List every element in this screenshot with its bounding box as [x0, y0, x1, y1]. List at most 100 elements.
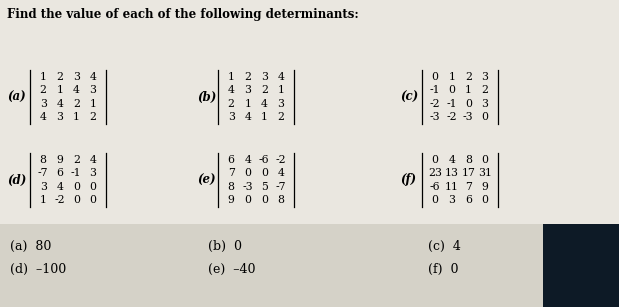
- Text: 1: 1: [40, 195, 47, 205]
- Text: 0: 0: [431, 155, 439, 165]
- Text: 7: 7: [465, 182, 472, 192]
- Text: 1: 1: [56, 85, 63, 95]
- Text: 4: 4: [89, 72, 96, 82]
- Text: -3: -3: [463, 112, 474, 122]
- Text: 0: 0: [431, 72, 439, 82]
- Text: 0: 0: [89, 182, 96, 192]
- Text: 4: 4: [228, 85, 235, 95]
- Text: 4: 4: [448, 155, 455, 165]
- Text: -7: -7: [275, 182, 286, 192]
- Text: (c)  4: (c) 4: [428, 239, 461, 252]
- Text: -1: -1: [71, 168, 82, 178]
- Text: 0: 0: [245, 195, 251, 205]
- Text: 17: 17: [461, 168, 475, 178]
- Text: 3: 3: [277, 99, 284, 109]
- Text: 4: 4: [73, 85, 80, 95]
- Text: 8: 8: [277, 195, 284, 205]
- Text: 1: 1: [465, 85, 472, 95]
- Text: 4: 4: [277, 72, 284, 82]
- Text: -2: -2: [54, 195, 65, 205]
- Text: -6: -6: [259, 155, 269, 165]
- Text: 1: 1: [261, 112, 268, 122]
- FancyBboxPatch shape: [0, 224, 619, 307]
- Text: 4: 4: [56, 182, 63, 192]
- Text: (f)  0: (f) 0: [428, 262, 459, 275]
- Text: -1: -1: [446, 99, 457, 109]
- Text: 2: 2: [481, 85, 488, 95]
- Text: 3: 3: [73, 72, 80, 82]
- Text: 13: 13: [444, 168, 459, 178]
- Text: -2: -2: [430, 99, 441, 109]
- Text: 8: 8: [465, 155, 472, 165]
- Text: 1: 1: [73, 112, 80, 122]
- Text: 6: 6: [465, 195, 472, 205]
- Text: 0: 0: [481, 112, 488, 122]
- Text: 8: 8: [40, 155, 47, 165]
- Text: 1: 1: [228, 72, 235, 82]
- Text: (e): (e): [197, 173, 215, 186]
- Text: 1: 1: [40, 72, 47, 82]
- Text: -2: -2: [275, 155, 286, 165]
- Text: 4: 4: [261, 99, 267, 109]
- Text: (d): (d): [7, 173, 26, 186]
- Text: 9: 9: [482, 182, 488, 192]
- Text: 9: 9: [228, 195, 235, 205]
- Text: 2: 2: [465, 72, 472, 82]
- Text: -3: -3: [430, 112, 441, 122]
- Text: 3: 3: [89, 85, 96, 95]
- Text: (d)  –100: (d) –100: [10, 262, 66, 275]
- Text: 0: 0: [481, 195, 488, 205]
- Text: -7: -7: [38, 168, 48, 178]
- Text: 6: 6: [228, 155, 235, 165]
- Text: 8: 8: [228, 182, 235, 192]
- Text: 0: 0: [261, 168, 268, 178]
- Text: 4: 4: [40, 112, 46, 122]
- Text: 3: 3: [228, 112, 235, 122]
- Text: 3: 3: [56, 112, 63, 122]
- Text: 7: 7: [228, 168, 235, 178]
- Text: 2: 2: [228, 99, 235, 109]
- Text: 0: 0: [431, 195, 439, 205]
- Text: 4: 4: [56, 99, 63, 109]
- Text: 31: 31: [478, 168, 491, 178]
- Text: 3: 3: [89, 168, 96, 178]
- Text: 3: 3: [40, 99, 47, 109]
- Text: 4: 4: [245, 112, 251, 122]
- Text: (f): (f): [400, 173, 416, 186]
- Text: 3: 3: [40, 182, 47, 192]
- Text: 4: 4: [89, 155, 96, 165]
- Text: 3: 3: [245, 85, 251, 95]
- Text: 1: 1: [245, 99, 251, 109]
- Text: 0: 0: [261, 195, 268, 205]
- Text: 0: 0: [73, 195, 80, 205]
- Text: 2: 2: [261, 85, 268, 95]
- Text: 5: 5: [261, 182, 267, 192]
- Text: (c): (c): [400, 91, 418, 103]
- Text: 0: 0: [245, 168, 251, 178]
- Text: -1: -1: [430, 85, 441, 95]
- FancyBboxPatch shape: [0, 224, 543, 307]
- Text: -2: -2: [446, 112, 457, 122]
- Text: (b)  0: (b) 0: [208, 239, 242, 252]
- Text: 9: 9: [56, 155, 63, 165]
- Text: Find the value of each of the following determinants:: Find the value of each of the following …: [7, 8, 359, 21]
- Text: 2: 2: [73, 99, 80, 109]
- Text: 2: 2: [56, 72, 63, 82]
- Text: 1: 1: [89, 99, 96, 109]
- Text: 0: 0: [73, 182, 80, 192]
- Text: 3: 3: [261, 72, 268, 82]
- Text: 23: 23: [428, 168, 442, 178]
- Text: (b): (b): [197, 91, 216, 103]
- Text: -6: -6: [430, 182, 441, 192]
- Text: 4: 4: [277, 168, 284, 178]
- Text: 2: 2: [245, 72, 251, 82]
- Text: 1: 1: [277, 85, 284, 95]
- Text: 6: 6: [56, 168, 63, 178]
- Text: 4: 4: [245, 155, 251, 165]
- Text: (a)  80: (a) 80: [10, 239, 51, 252]
- Text: 0: 0: [89, 195, 96, 205]
- Text: 2: 2: [73, 155, 80, 165]
- Text: 0: 0: [481, 155, 488, 165]
- Text: (a): (a): [7, 91, 25, 103]
- Text: (e)  –40: (e) –40: [208, 262, 256, 275]
